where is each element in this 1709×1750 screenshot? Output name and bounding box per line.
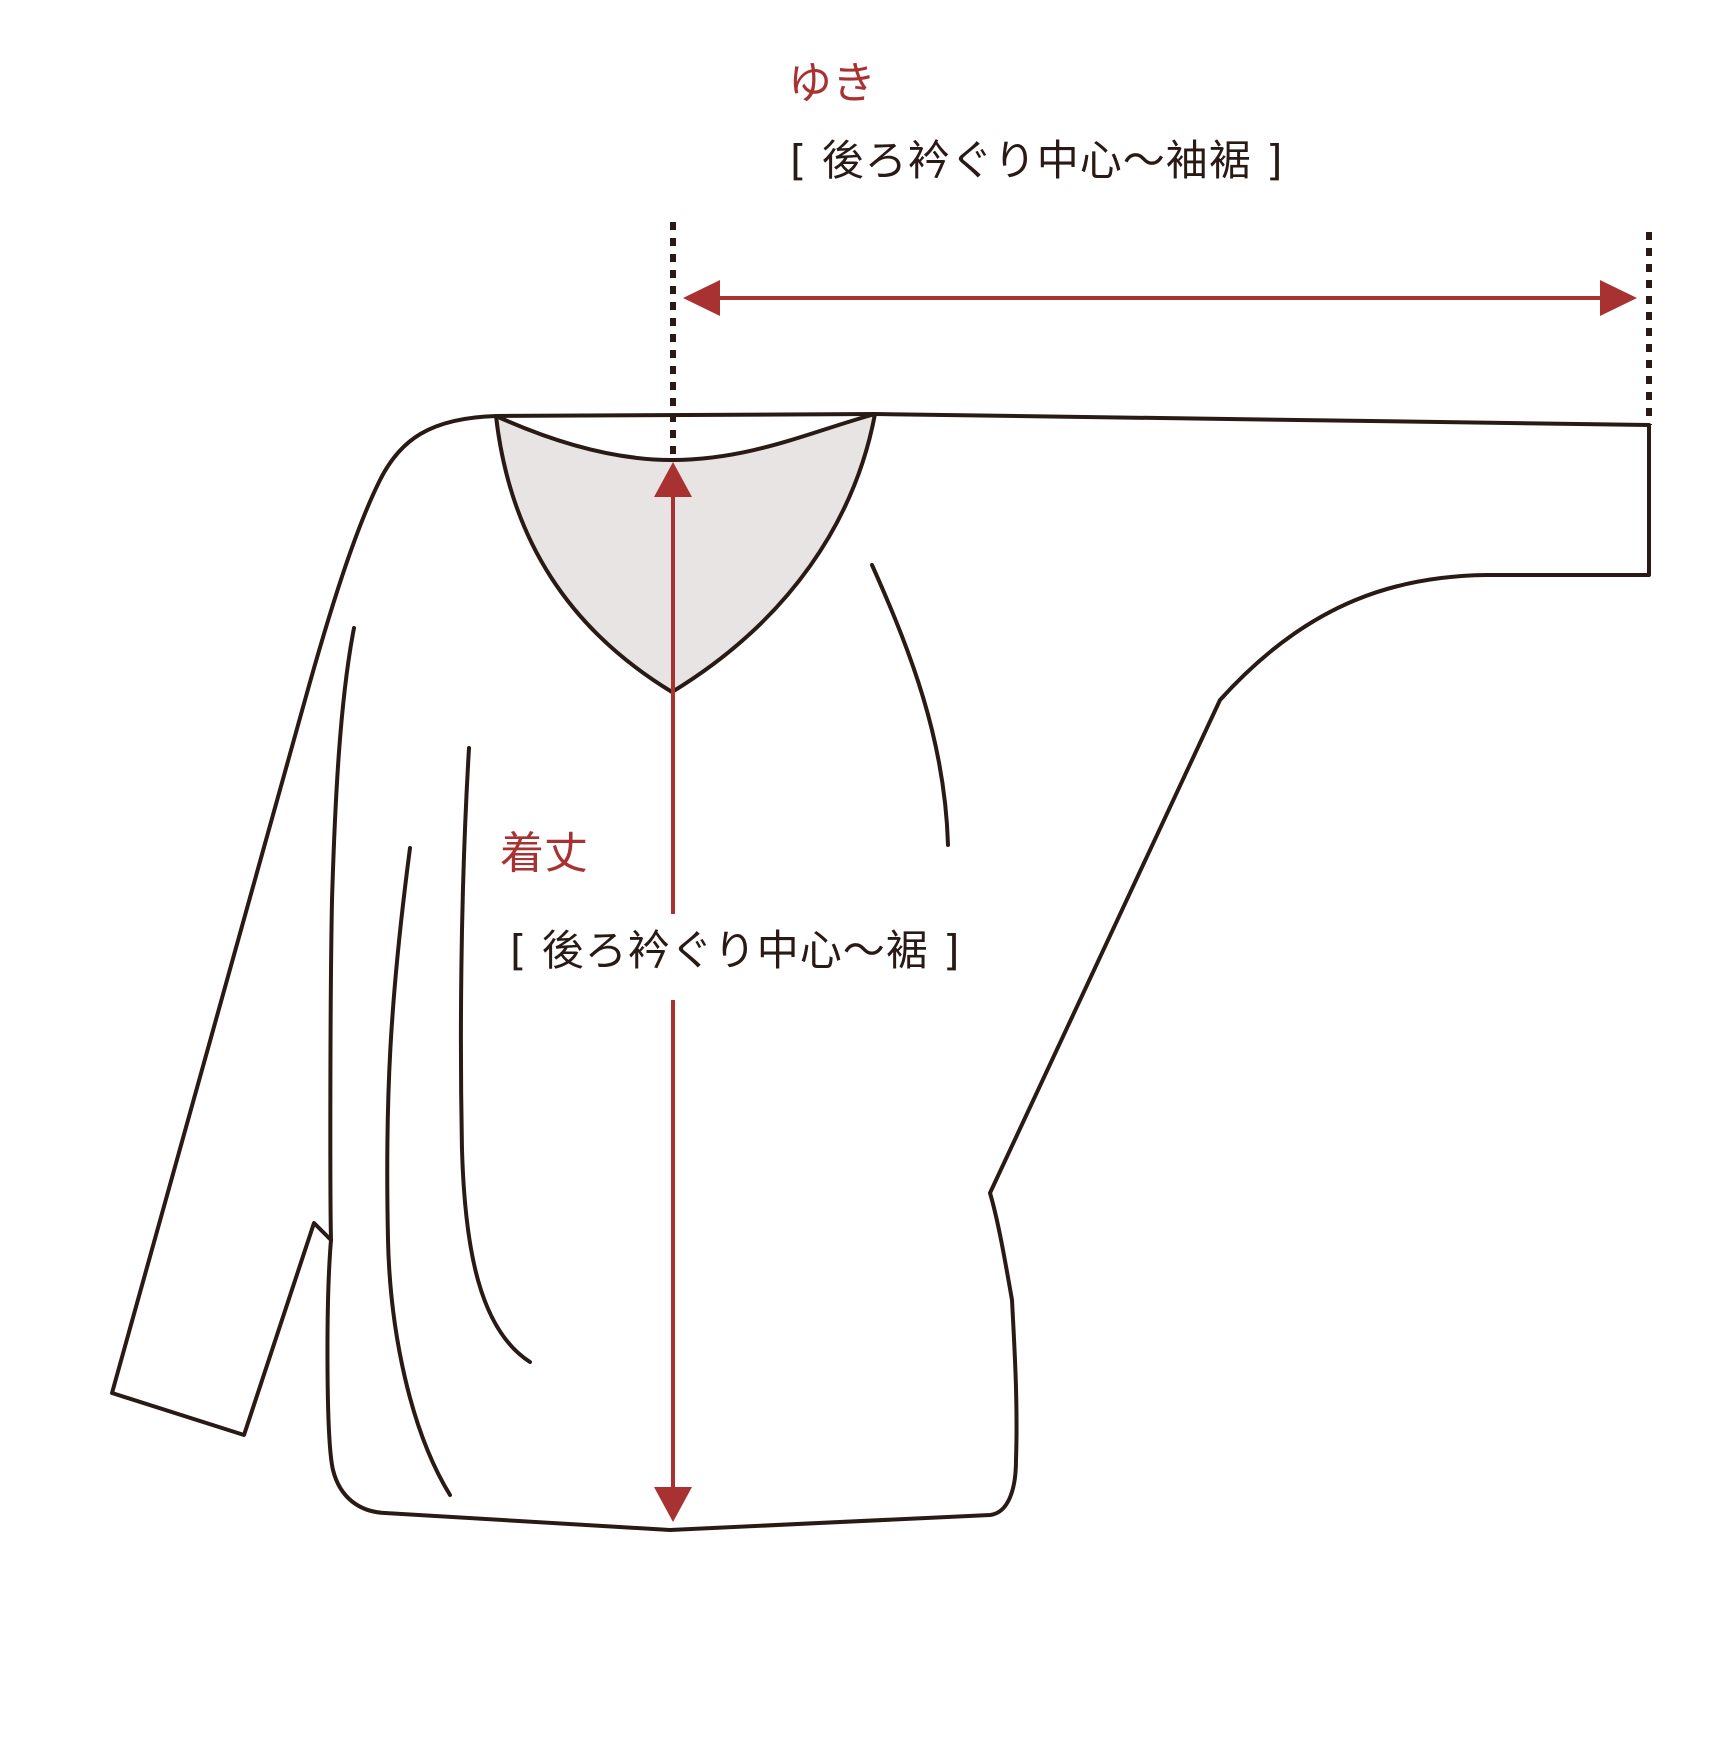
fold-line-center-right xyxy=(870,563,950,847)
body-length-arrowhead-bottom xyxy=(654,1487,692,1522)
sleeve-length-arrowhead-left xyxy=(683,280,720,316)
fold-line-left-1 xyxy=(328,626,356,1242)
body-length-note: [ 後ろ衿ぐり中心〜裾 ] xyxy=(510,926,961,975)
sleeve-length-title: ゆき xyxy=(788,58,876,109)
fold-line-center-left xyxy=(458,746,532,1364)
sleeve-length-arrowhead-right xyxy=(1600,280,1637,316)
body-length-title: 着丈 xyxy=(500,828,588,879)
sleeve-length-note: [ 後ろ衿ぐり中心〜袖裾 ] xyxy=(790,136,1284,185)
garment-outline xyxy=(110,412,1651,1532)
fold-line-left-2 xyxy=(385,846,452,1497)
body-length-arrowhead-top xyxy=(654,462,692,497)
collar-area xyxy=(494,412,877,694)
